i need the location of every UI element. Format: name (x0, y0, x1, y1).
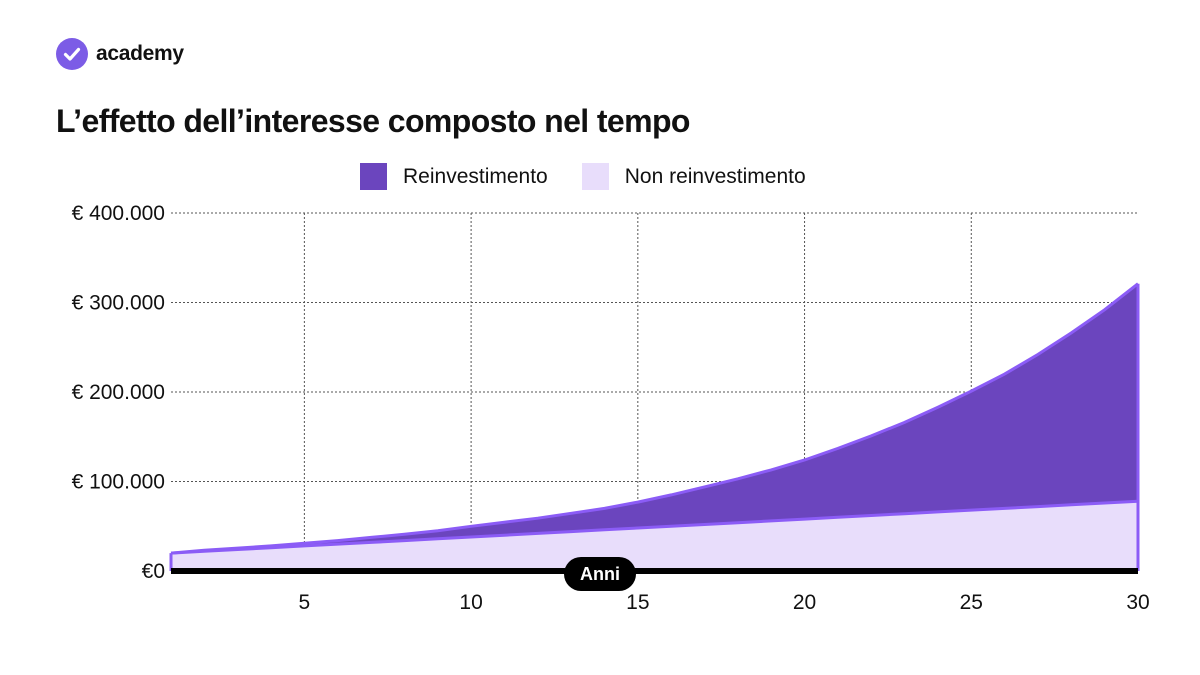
brand-name: academy (96, 42, 184, 65)
x-axis-label: Anni (564, 557, 636, 591)
chart-title: L’effetto dell’interesse composto nel te… (56, 103, 690, 139)
x-axis-label-pill (564, 557, 636, 591)
legend-label-reinvestimento: Reinvestimento (403, 164, 548, 188)
line-reinvestimento (170, 282, 1139, 555)
x-tick-label: 20 (793, 591, 816, 614)
y-tick-label: €0 (142, 560, 165, 583)
brand: academy (56, 38, 184, 70)
y-tick-label: € 100.000 (72, 471, 165, 494)
y-tick-label: € 200.000 (72, 381, 165, 404)
x-axis-line (171, 568, 1138, 574)
x-tick-label: 30 (1126, 591, 1149, 614)
legend-label-non-reinvestimento: Non reinvestimento (624, 164, 806, 188)
y-tick-label: € 300.000 (72, 292, 165, 315)
legend-item-non-reinvestimento: Non reinvestimento (581, 163, 806, 190)
checkmark-badge-icon (56, 38, 88, 70)
x-tick-label: 15 (626, 591, 649, 614)
x-tick-label: 5 (299, 591, 311, 614)
x-axis-label-text: Anni (580, 564, 620, 584)
area-reinvestimento (171, 283, 1138, 571)
legend-swatch-reinvestimento (360, 163, 387, 190)
x-tick-label: 10 (459, 591, 482, 614)
area-non-reinvestimento (171, 501, 1138, 571)
chart-legend: Reinvestimento Non reinvestimento (360, 163, 840, 190)
y-tick-label: € 400.000 (72, 202, 165, 225)
line-non-reinvestimento (170, 499, 1139, 555)
legend-swatch-non-reinvestimento (581, 163, 609, 190)
x-tick-label: 25 (960, 591, 983, 614)
legend-item-reinvestimento: Reinvestimento (360, 163, 548, 190)
